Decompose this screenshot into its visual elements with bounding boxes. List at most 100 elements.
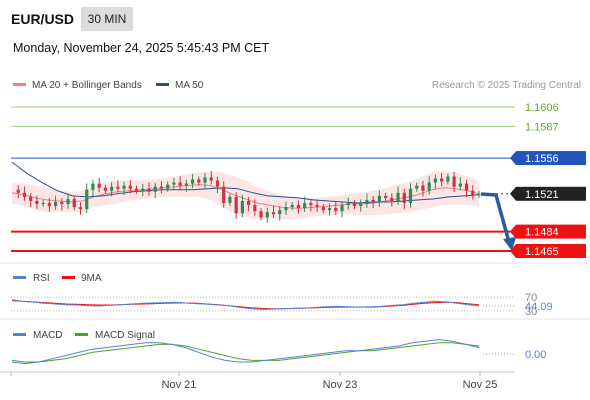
- ma50-swatch: [156, 82, 169, 86]
- candle-body: [464, 183, 469, 191]
- x-axis-ticks: Nov 21 Nov 23 Nov 25: [10, 372, 498, 391]
- chart-header: EUR/USD 30 MIN Monday, November 24, 2025…: [0, 0, 590, 72]
- candle-body: [47, 203, 51, 207]
- candle-body: [29, 196, 33, 201]
- candle-body: [60, 201, 64, 205]
- legend-ma50: MA 50: [156, 80, 203, 94]
- candle-body: [471, 190, 475, 195]
- ma-bb-label: MA 20 + Bollinger Bands: [32, 80, 142, 91]
- candle-body: [371, 199, 375, 202]
- macd-swatch: [13, 333, 26, 336]
- level-label-target: 1.1587: [525, 121, 559, 133]
- level-label-support: 1.1465: [525, 246, 559, 258]
- macd-signal-line: [11, 342, 480, 363]
- candle-body: [284, 207, 288, 211]
- forecast-arrow: [480, 192, 516, 251]
- candle-body: [427, 182, 431, 191]
- macd-legend: MACD MACD Signal: [13, 330, 155, 341]
- candle-body: [110, 186, 114, 191]
- candle-body: [259, 211, 263, 218]
- candle-body: [128, 185, 132, 189]
- macd-line: [11, 339, 480, 365]
- rsi-legend-label: RSI: [33, 273, 50, 284]
- candle-body: [321, 207, 325, 211]
- price-level-labels: 1.1606 1.1587 1.1556 1.1521 1.1484 1.1465: [510, 102, 586, 258]
- macd-panel: 0.00: [11, 339, 546, 365]
- candle-body: [228, 196, 232, 203]
- ma50-line: [11, 161, 480, 204]
- candle-body: [203, 177, 207, 183]
- candle-body: [340, 205, 344, 212]
- candle-body: [303, 203, 307, 209]
- rsi-level-label: 30: [525, 306, 537, 318]
- candle-body: [103, 187, 107, 191]
- candle-body: [265, 212, 269, 218]
- candle-body: [85, 189, 89, 210]
- candle-body: [421, 185, 425, 191]
- rsi-ma9-line: [11, 300, 480, 310]
- candle-body: [222, 186, 226, 203]
- candle-body: [134, 188, 139, 191]
- candle-body: [41, 203, 45, 205]
- candle-body: [309, 203, 313, 206]
- candle-body: [53, 201, 58, 207]
- candle-body: [78, 207, 83, 210]
- candle-body: [278, 210, 282, 215]
- candle-body: [190, 179, 195, 184]
- candle-body: [296, 205, 301, 209]
- candle-body: [209, 177, 213, 181]
- bollinger-band-fill: [12, 170, 479, 220]
- x-tick-label: Nov 21: [162, 379, 197, 391]
- candle-body: [477, 193, 481, 195]
- ma50-label: MA 50: [175, 80, 204, 91]
- candle-body: [408, 188, 413, 203]
- candle-body: [415, 185, 419, 189]
- candle-body: [384, 195, 388, 198]
- candle-body: [35, 200, 39, 205]
- candle-body: [458, 183, 462, 187]
- candle-body: [72, 198, 76, 208]
- candle-body: [315, 205, 319, 208]
- macd-legend-label: MACD: [33, 330, 62, 341]
- candle-body: [352, 203, 357, 207]
- candle-body: [334, 208, 338, 212]
- level-label-box-last: [516, 186, 586, 201]
- candle-body: [215, 180, 220, 187]
- candle-body: [402, 192, 406, 203]
- level-label-pointer: [510, 151, 516, 166]
- candle-body: [166, 184, 170, 189]
- rsi-swatch: [13, 276, 26, 279]
- candle-body: [66, 198, 70, 205]
- candle-body: [240, 200, 244, 214]
- candle-body: [440, 178, 444, 182]
- timeframe-badge[interactable]: 30 MIN: [81, 7, 133, 31]
- level-label-pointer: [510, 244, 516, 258]
- level-label-pointer: [510, 224, 516, 239]
- ma9-swatch: [62, 276, 75, 279]
- ma9-legend-label: 9MA: [81, 273, 102, 284]
- forecast-arrow-head: [503, 237, 516, 251]
- level-label-last: 1.1521: [525, 189, 559, 201]
- rsi-line: [11, 299, 480, 310]
- rsi-legend: RSI 9MA: [13, 273, 102, 284]
- candle-body: [365, 199, 369, 205]
- candle-body: [290, 205, 294, 208]
- level-label-support: 1.1484: [525, 227, 559, 239]
- datetime-label: Monday, November 24, 2025 5:45:43 PM CET: [13, 41, 270, 55]
- candle-body: [147, 188, 151, 192]
- macd-signal-swatch: [75, 333, 88, 336]
- candle-body: [153, 186, 157, 192]
- candle-body: [197, 179, 201, 183]
- candle-body: [116, 186, 120, 189]
- level-label-box-support: [516, 224, 586, 239]
- candle-body: [159, 186, 164, 189]
- candle-body: [234, 196, 238, 214]
- candle-body: [446, 176, 450, 182]
- bollinger-bands: [12, 170, 479, 220]
- candle-body: [178, 182, 182, 186]
- forecast-arrow-line: [480, 192, 511, 243]
- level-label-box-support: [516, 244, 586, 258]
- x-tick-label: Nov 25: [463, 379, 498, 391]
- price-levels: [11, 106, 515, 252]
